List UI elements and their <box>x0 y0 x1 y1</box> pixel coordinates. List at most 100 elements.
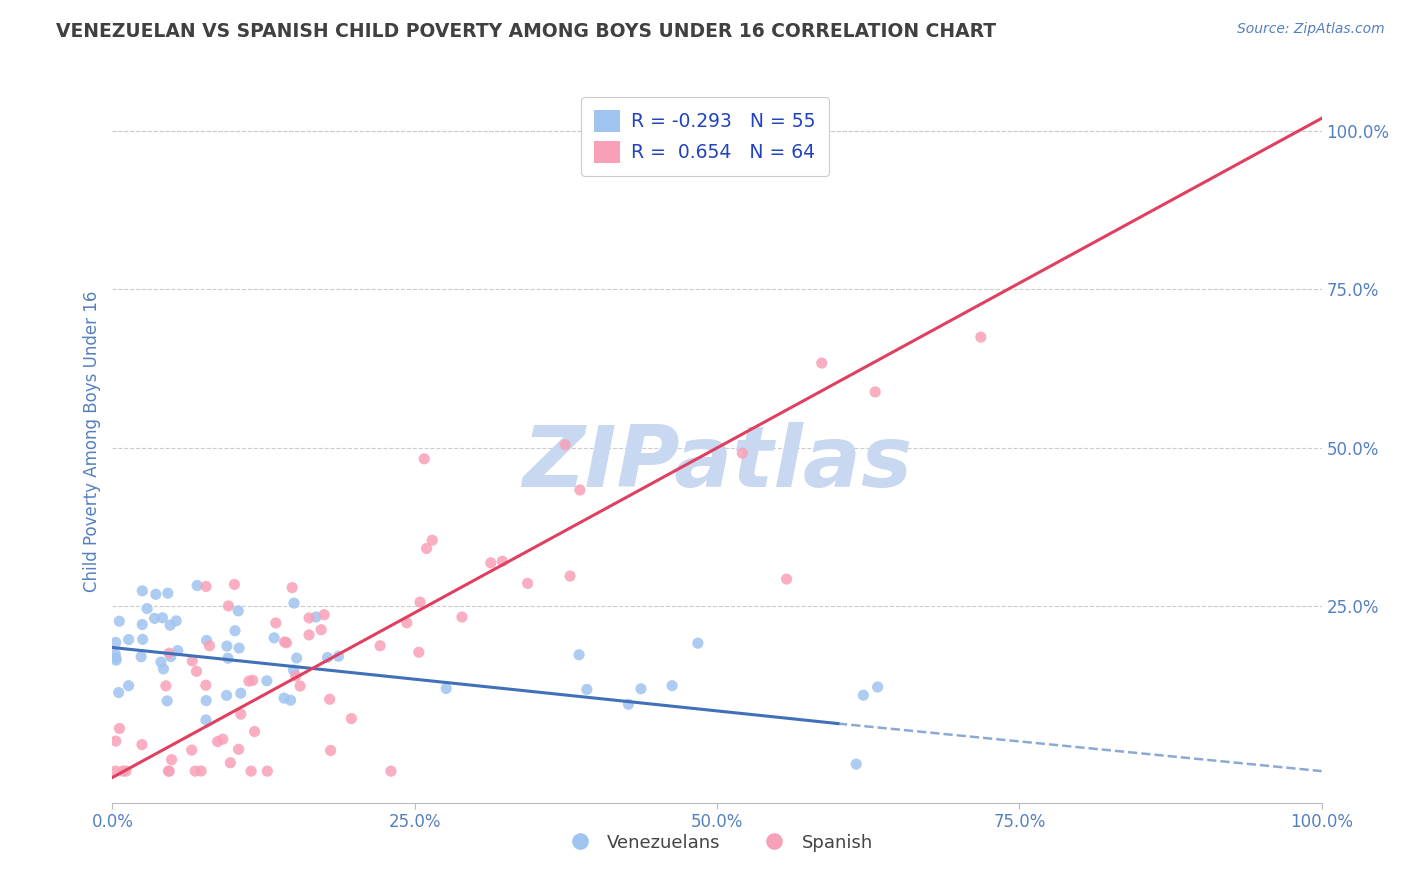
Text: Source: ZipAtlas.com: Source: ZipAtlas.com <box>1237 22 1385 37</box>
Point <box>617 698 640 712</box>
Point <box>318 692 340 706</box>
Point <box>288 679 311 693</box>
Point <box>229 686 252 700</box>
Point <box>284 669 307 683</box>
Text: VENEZUELAN VS SPANISH CHILD POVERTY AMONG BOYS UNDER 16 CORRELATION CHART: VENEZUELAN VS SPANISH CHILD POVERTY AMON… <box>56 22 997 41</box>
Point <box>281 581 304 595</box>
Legend: Venezuelans, Spanish: Venezuelans, Spanish <box>554 826 880 859</box>
Point <box>107 685 129 699</box>
Point <box>575 682 598 697</box>
Point <box>165 614 187 628</box>
Point <box>195 713 218 727</box>
Point <box>420 533 443 548</box>
Point <box>568 483 591 497</box>
Point <box>305 610 328 624</box>
Point <box>224 577 246 591</box>
Text: ZIPatlas: ZIPatlas <box>522 422 912 505</box>
Point <box>131 738 153 752</box>
Point <box>568 648 591 662</box>
Point <box>224 624 246 638</box>
Point <box>194 678 217 692</box>
Point <box>228 641 250 656</box>
Point <box>166 643 188 657</box>
Point <box>434 681 457 696</box>
Point <box>298 628 321 642</box>
Point <box>207 734 229 748</box>
Point <box>217 599 239 613</box>
Point <box>775 572 797 586</box>
Point <box>273 635 295 649</box>
Point <box>866 680 889 694</box>
Point <box>309 623 332 637</box>
Point <box>117 679 139 693</box>
Point <box>229 707 252 722</box>
Point <box>215 689 238 703</box>
Point <box>186 578 208 592</box>
Point <box>104 635 127 649</box>
Point <box>157 764 180 778</box>
Point <box>181 654 204 668</box>
Point <box>283 663 305 677</box>
Point <box>131 632 153 647</box>
Point <box>479 556 502 570</box>
Point <box>731 446 754 460</box>
Point <box>413 451 436 466</box>
Point <box>157 646 180 660</box>
Point <box>273 691 295 706</box>
Point <box>105 651 128 665</box>
Point <box>195 633 218 648</box>
Point <box>136 601 159 615</box>
Point <box>156 586 179 600</box>
Point <box>104 734 127 748</box>
Point <box>219 756 242 770</box>
Point <box>686 636 709 650</box>
Point <box>145 587 167 601</box>
Point <box>408 645 430 659</box>
Point <box>184 764 207 778</box>
Point <box>115 764 138 778</box>
Point <box>845 757 868 772</box>
Point <box>314 607 336 622</box>
Point <box>180 743 202 757</box>
Point <box>149 655 172 669</box>
Point <box>328 649 350 664</box>
Point <box>409 595 432 609</box>
Point <box>143 611 166 625</box>
Point <box>368 639 391 653</box>
Point <box>298 611 321 625</box>
Point <box>263 631 285 645</box>
Point <box>129 649 152 664</box>
Point <box>105 653 128 667</box>
Point <box>319 743 342 757</box>
Point <box>415 541 437 556</box>
Point <box>256 673 278 688</box>
Point <box>217 651 239 665</box>
Point <box>108 614 131 628</box>
Point <box>226 604 249 618</box>
Point <box>186 665 208 679</box>
Point <box>380 764 402 778</box>
Point <box>195 579 218 593</box>
Point <box>516 576 538 591</box>
Point <box>104 647 127 661</box>
Point <box>159 649 181 664</box>
Point <box>104 764 127 778</box>
Point <box>131 583 153 598</box>
Point <box>195 693 218 707</box>
Point <box>661 679 683 693</box>
Point <box>316 650 339 665</box>
Point <box>810 356 832 370</box>
Point <box>276 636 298 650</box>
Point <box>558 569 581 583</box>
Point <box>111 764 134 778</box>
Point <box>395 615 418 630</box>
Y-axis label: Child Poverty Among Boys Under 16: Child Poverty Among Boys Under 16 <box>83 291 101 592</box>
Point <box>159 618 181 632</box>
Point <box>215 639 238 653</box>
Point <box>970 330 993 344</box>
Point <box>256 764 278 778</box>
Point <box>243 724 266 739</box>
Point <box>152 662 174 676</box>
Point <box>283 596 305 610</box>
Point <box>491 554 513 568</box>
